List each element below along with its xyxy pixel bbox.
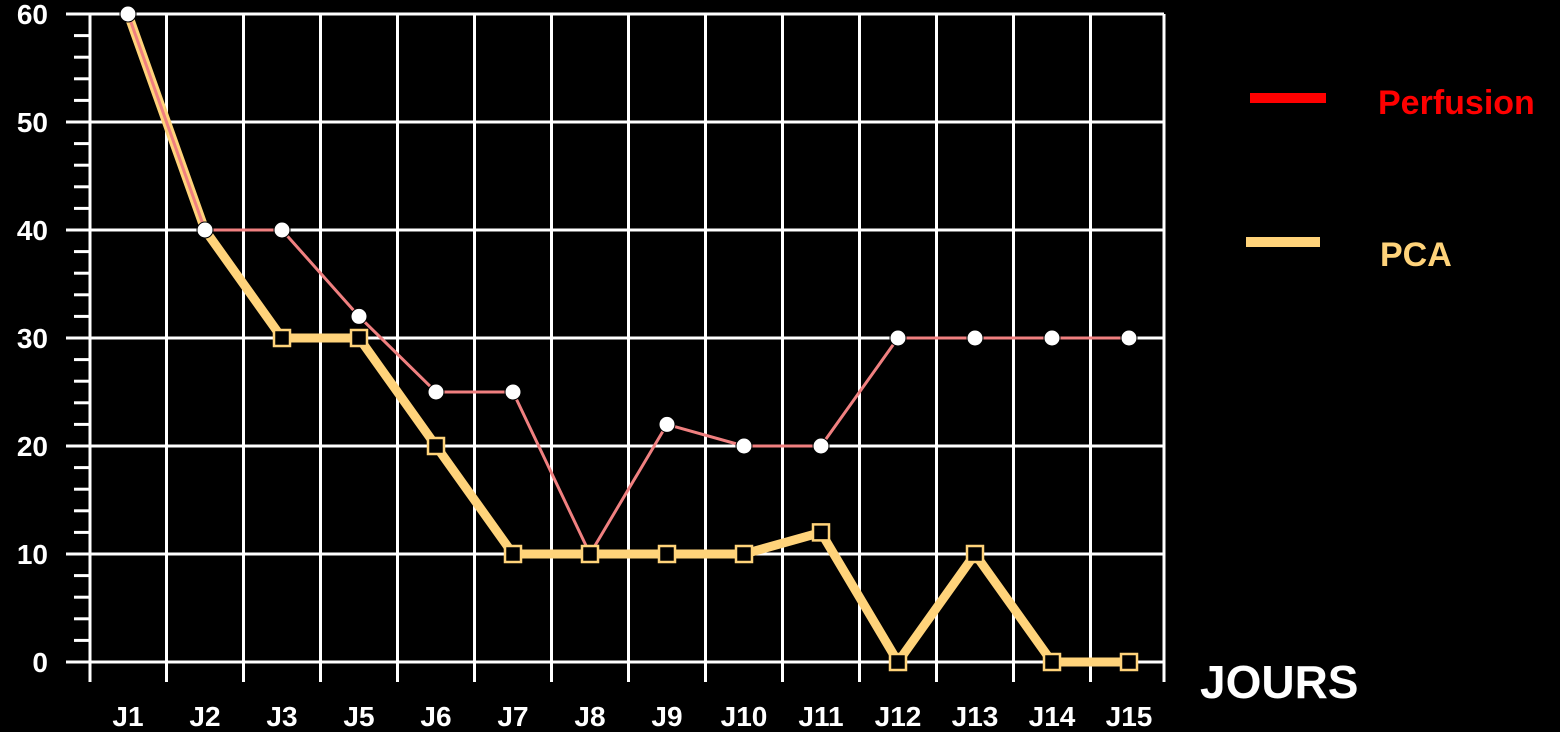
data-point-pca <box>734 544 754 564</box>
y-tick-label: 50 <box>17 107 48 138</box>
data-point-pca <box>272 328 292 348</box>
x-tick-label: J6 <box>420 701 451 732</box>
x-tick-label: J14 <box>1029 701 1076 732</box>
data-point-pca <box>657 544 677 564</box>
data-point-pca <box>965 544 985 564</box>
x-tick-label: J8 <box>574 701 605 732</box>
x-tick-label: J1 <box>112 701 143 732</box>
x-tick-label: J3 <box>266 701 297 732</box>
series-line-pca <box>123 9 1134 667</box>
data-point-pca <box>811 523 831 542</box>
y-tick-label: 40 <box>17 215 48 246</box>
y-tick-label: 20 <box>17 431 48 462</box>
data-point-perfusion <box>504 383 522 401</box>
data-point-pca <box>349 328 369 348</box>
x-tick-label: J12 <box>875 701 922 732</box>
series-markers <box>119 5 1139 672</box>
data-point-perfusion <box>812 437 830 455</box>
data-point-perfusion <box>196 221 214 239</box>
x-tick-label: J7 <box>497 701 528 732</box>
data-point-pca <box>888 652 908 672</box>
data-point-perfusion <box>119 5 137 23</box>
y-tick-label: 10 <box>17 539 48 570</box>
x-tick-label: J11 <box>798 701 843 732</box>
x-tick-label: J5 <box>343 701 374 732</box>
data-point-perfusion <box>966 329 984 347</box>
data-point-pca <box>1119 652 1139 672</box>
x-tick-label: J15 <box>1106 701 1153 732</box>
x-axis-label: JOURS <box>1200 656 1358 708</box>
y-tick-labels: 0 10 20 30 40 50 60 <box>17 0 48 678</box>
data-point-perfusion <box>350 307 368 325</box>
data-point-perfusion <box>273 221 291 239</box>
data-point-perfusion <box>735 437 753 455</box>
x-tick-label: J9 <box>651 701 682 732</box>
y-tick-label: 0 <box>32 647 48 678</box>
data-point-pca <box>580 544 600 564</box>
data-point-perfusion <box>1043 329 1061 347</box>
legend-label-perfusion: Perfusion <box>1378 84 1535 122</box>
x-tick-label: J13 <box>952 701 999 732</box>
x-tick-labels: J1 J2 J3 J5 J6 J7 J8 J9 J10 J11 J12 J13 J14 J15 <box>112 701 1152 732</box>
series-line-perfusion <box>126 12 1131 556</box>
data-point-pca <box>426 436 446 456</box>
x-tick-label: J10 <box>721 701 768 732</box>
data-point-perfusion <box>658 415 676 433</box>
legend: Perfusion PCA <box>1246 84 1535 274</box>
data-point-pca <box>1042 652 1062 672</box>
data-point-perfusion <box>1120 329 1138 347</box>
data-point-perfusion <box>427 383 445 401</box>
y-tick-label: 60 <box>17 0 48 30</box>
legend-label-pca: PCA <box>1380 236 1452 274</box>
data-point-perfusion <box>889 329 907 347</box>
y-tick-label: 30 <box>17 323 48 354</box>
series-lines <box>123 9 1134 667</box>
x-tick-label: J2 <box>189 701 220 732</box>
data-point-pca <box>503 544 523 564</box>
axes <box>66 12 1166 682</box>
